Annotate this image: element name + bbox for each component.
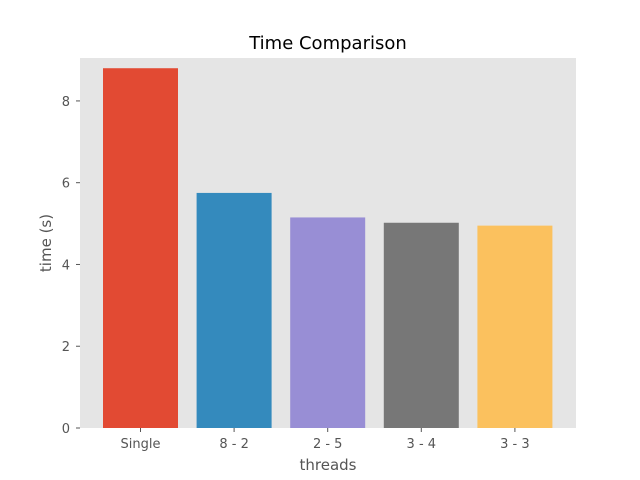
y-axis-ticks: 0 2 4 6 8 xyxy=(62,95,80,437)
bar-3 xyxy=(383,222,459,428)
bar-4 xyxy=(477,225,553,428)
y-tick-label: 0 xyxy=(62,422,70,437)
chart-title: Time Comparison xyxy=(248,33,407,54)
y-tick-label: 6 xyxy=(62,177,70,192)
bar-1 xyxy=(196,192,272,428)
x-tick-label: Single xyxy=(121,437,161,452)
x-tick-label: 8 - 2 xyxy=(219,437,249,452)
x-tick-label: 3 - 4 xyxy=(407,437,437,452)
bar-2 xyxy=(290,217,366,428)
bars xyxy=(103,68,553,428)
x-axis-ticks: Single 8 - 2 2 - 5 3 - 4 3 - 3 xyxy=(121,428,530,452)
y-axis-label: time (s) xyxy=(37,214,55,272)
x-tick-label: 3 - 3 xyxy=(500,437,530,452)
x-tick-label: 2 - 5 xyxy=(313,437,343,452)
x-axis-label: threads xyxy=(300,456,357,474)
y-tick-label: 8 xyxy=(62,95,70,110)
y-tick-label: 2 xyxy=(62,340,70,355)
bar-0 xyxy=(103,68,178,428)
y-tick-label: 4 xyxy=(62,258,70,273)
